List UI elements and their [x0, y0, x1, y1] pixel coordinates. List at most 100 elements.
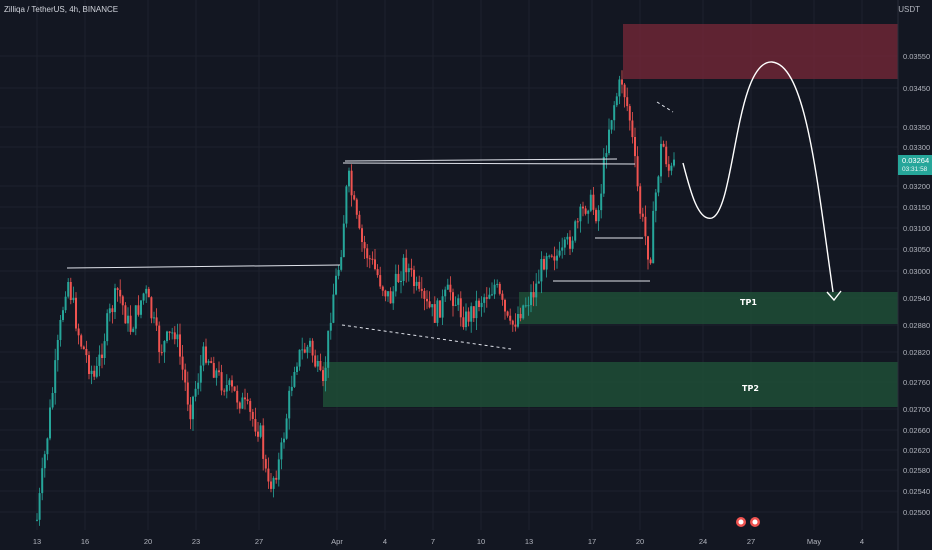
candle [444, 289, 447, 297]
candle [220, 372, 223, 391]
candle [389, 291, 392, 304]
resistance-line-top [344, 158, 618, 162]
candle [56, 340, 59, 361]
candle [332, 294, 335, 323]
candle [132, 328, 135, 332]
candle [168, 331, 171, 333]
candle [535, 283, 538, 298]
candle [405, 257, 408, 273]
candle [470, 306, 473, 322]
candle [285, 418, 288, 439]
candle [566, 236, 569, 240]
candle [207, 361, 210, 363]
candle [537, 281, 540, 284]
candle [522, 305, 525, 319]
y-tick-label: 0.03200 [903, 182, 930, 191]
candle [337, 269, 340, 276]
candle [223, 390, 226, 392]
candle [654, 192, 657, 211]
candle [652, 210, 655, 264]
y-tick-label: 0.02940 [903, 294, 930, 303]
candle [322, 370, 324, 381]
candle [335, 275, 337, 295]
candle [103, 341, 106, 358]
candle [576, 221, 579, 223]
x-tick-label: Apr [331, 537, 343, 546]
x-tick-label: May [807, 537, 821, 546]
candle [527, 305, 530, 307]
candle [309, 340, 311, 347]
candle [340, 257, 343, 270]
candle [90, 370, 93, 374]
candle [158, 325, 161, 353]
candle [595, 209, 597, 222]
y-tick-label: 0.03300 [903, 143, 930, 152]
candle [496, 283, 499, 285]
current-price-badge: 0.03264 03:31:58 [898, 155, 932, 175]
y-tick-label: 0.02700 [903, 405, 930, 414]
candle [441, 296, 444, 318]
candlestick-series [36, 70, 675, 526]
candle [80, 335, 83, 347]
candle [548, 255, 551, 257]
x-tick-label: 4 [383, 537, 387, 546]
candle [270, 481, 272, 489]
x-tick-label: 16 [81, 537, 89, 546]
candle [387, 291, 389, 297]
candle-countdown: 03:31:58 [902, 166, 928, 173]
y-tick-label: 0.02760 [903, 378, 930, 387]
candle [153, 317, 155, 319]
y-tick-label: 0.02580 [903, 466, 930, 475]
tp1-zone [519, 292, 898, 324]
candle [179, 334, 181, 357]
x-tick-label: 10 [477, 537, 485, 546]
candle [345, 186, 348, 224]
grid-lines [0, 0, 898, 530]
candle [106, 313, 109, 342]
candle [584, 208, 587, 214]
candle [610, 120, 613, 130]
candle [478, 300, 480, 307]
candle [101, 354, 103, 358]
candle [251, 411, 254, 419]
candle [108, 308, 111, 314]
candle [449, 284, 452, 293]
candle [394, 273, 397, 292]
candle [644, 216, 647, 237]
x-tick-label: 27 [255, 537, 263, 546]
candle [111, 308, 114, 312]
candle [550, 255, 553, 257]
candle [98, 354, 101, 366]
candle [189, 404, 192, 420]
candle [51, 393, 54, 408]
candle [116, 288, 119, 290]
x-tick-label: 24 [699, 537, 707, 546]
candle [181, 356, 184, 370]
candle [329, 322, 332, 331]
candle [457, 298, 460, 305]
candle [327, 330, 330, 368]
candle [608, 129, 610, 154]
candle [571, 240, 574, 249]
current-price: 0.03264 [902, 156, 930, 165]
candle [428, 301, 431, 308]
candle [543, 259, 545, 270]
candle [228, 380, 231, 385]
candle [613, 105, 616, 121]
candle [241, 397, 244, 409]
candle [225, 385, 228, 392]
candle [381, 286, 384, 291]
candle [64, 296, 67, 311]
candle [277, 459, 280, 480]
candle [259, 425, 262, 437]
resistance-line-left [66, 264, 341, 269]
candle [88, 355, 90, 374]
x-tick-label: 23 [192, 537, 200, 546]
y-tick-label: 0.03150 [903, 203, 930, 212]
candle [142, 293, 145, 301]
candle [244, 397, 246, 400]
candle [634, 137, 636, 157]
candle [384, 290, 387, 297]
candle [72, 297, 75, 301]
